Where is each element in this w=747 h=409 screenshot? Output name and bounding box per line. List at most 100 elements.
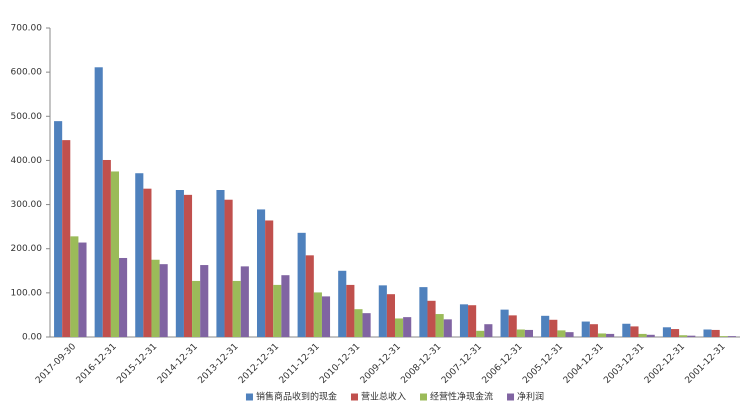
bar [386, 294, 395, 337]
bar [224, 199, 233, 337]
x-tick-label: 2004-12-31 [562, 342, 606, 386]
bar [313, 292, 322, 337]
bar [240, 266, 249, 337]
bar [403, 317, 412, 337]
bar [70, 236, 79, 337]
x-tick-label: 2013-12-31 [196, 342, 240, 386]
bar [321, 296, 331, 337]
bar [54, 121, 63, 338]
bar [719, 336, 728, 337]
bar [427, 300, 436, 337]
bar [468, 305, 477, 337]
bar [508, 315, 517, 337]
bar [297, 232, 306, 337]
bar [419, 287, 428, 337]
y-tick-label: 400.00 [11, 156, 43, 166]
legend-label: 营业总收入 [361, 391, 406, 403]
bar [183, 194, 193, 337]
bar [711, 329, 720, 337]
x-tick-label: 2011-12-31 [278, 342, 322, 386]
bar [395, 318, 404, 337]
bar [589, 324, 598, 337]
bar [541, 315, 550, 337]
bar [110, 171, 119, 337]
y-tick-label: 600.00 [11, 68, 43, 78]
bar [687, 335, 696, 337]
x-tick-label: 2005-12-31 [521, 342, 565, 386]
x-tick-label: 2008-12-31 [399, 342, 443, 386]
bar [476, 330, 485, 337]
bar [265, 220, 274, 337]
bar [94, 67, 103, 337]
x-tick-label: 2014-12-31 [156, 342, 200, 386]
bar [257, 209, 266, 337]
x-tick-label: 2016-12-31 [75, 342, 119, 386]
bar [622, 323, 631, 337]
bar [484, 324, 493, 337]
x-tick-label: 2003-12-31 [602, 342, 646, 386]
bar [727, 336, 736, 337]
y-tick-label: 700.00 [11, 24, 43, 34]
x-tick-label: 2012-12-31 [237, 342, 281, 386]
legend: 销售商品收到的现金 营业总收入 经营性净现金流 净利润 [245, 391, 544, 403]
x-tick-label: 2015-12-31 [115, 342, 159, 386]
x-tick-label: 2009-12-31 [359, 342, 403, 386]
bar [102, 159, 111, 337]
y-tick-label: 200.00 [11, 244, 43, 254]
y-tick-label: 500.00 [11, 112, 43, 122]
legend-label: 销售商品收到的现金 [256, 391, 337, 403]
bar [516, 329, 525, 337]
y-tick-label: 0.00 [22, 333, 42, 343]
bar [135, 173, 144, 337]
bar [143, 188, 152, 337]
bar [175, 190, 184, 337]
bar [443, 319, 452, 337]
x-tick-label: 2006-12-31 [481, 342, 525, 386]
legend-label: 净利润 [517, 391, 544, 403]
y-tick-label: 100.00 [11, 288, 43, 298]
bar [338, 270, 347, 337]
bar [362, 313, 371, 337]
x-tick-label: 2017-09-30 [34, 342, 78, 386]
bar [630, 326, 639, 337]
x-tick-label: 2010-12-31 [318, 342, 362, 386]
legend-label: 经营性净现金流 [430, 391, 493, 403]
bar [549, 319, 558, 337]
bar [606, 333, 615, 337]
bar [62, 140, 71, 337]
bar [679, 335, 688, 337]
bar [159, 264, 168, 337]
bar [565, 332, 574, 337]
bar [151, 259, 160, 337]
bar [281, 275, 290, 337]
bar [119, 257, 128, 337]
bar [354, 309, 363, 337]
x-tick-label: 2002-12-31 [643, 342, 687, 386]
bar [597, 333, 607, 337]
bar [662, 327, 671, 337]
bar [216, 190, 225, 337]
bar [671, 329, 680, 337]
bar [273, 284, 282, 337]
x-tick-label: 2007-12-31 [440, 342, 484, 386]
bar [557, 330, 566, 337]
bar [192, 280, 201, 337]
bar [346, 284, 355, 337]
bar [78, 242, 87, 337]
bar [581, 321, 590, 337]
legend-swatch [420, 393, 427, 401]
legend-swatch [350, 393, 358, 401]
bar [500, 309, 509, 337]
legend-swatch [245, 393, 253, 401]
bar [378, 285, 387, 337]
bar [524, 329, 533, 337]
legend-swatch [507, 393, 515, 401]
bar [232, 280, 241, 337]
bar [200, 265, 209, 337]
bar [435, 314, 444, 337]
y-tick-label: 300.00 [11, 200, 43, 210]
bar [459, 304, 469, 337]
x-tick-label: 2001-12-31 [684, 342, 728, 386]
